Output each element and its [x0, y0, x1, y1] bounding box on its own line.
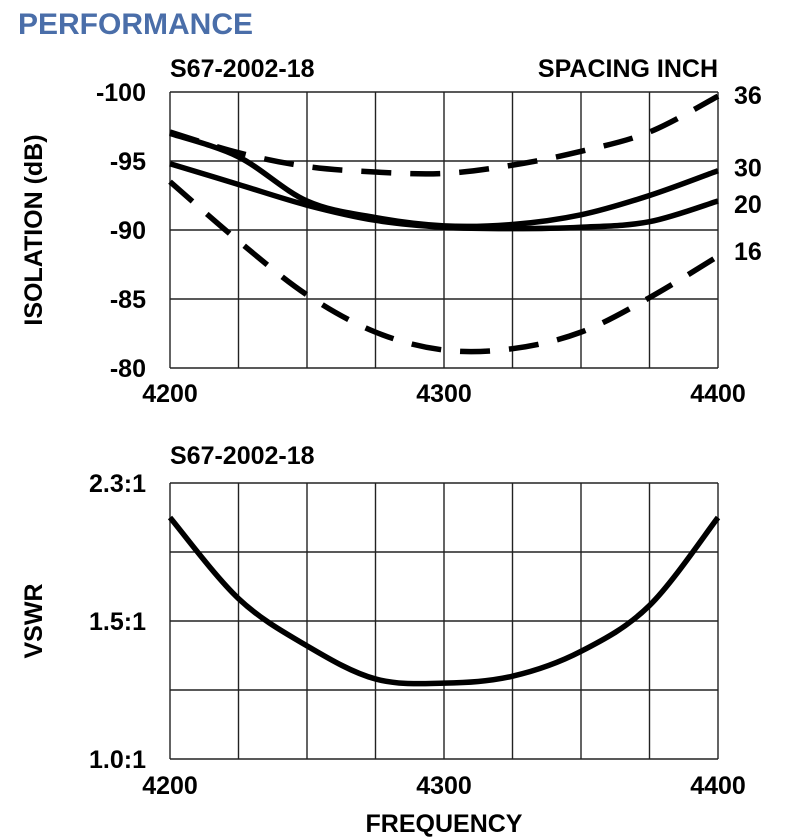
series-label-30: 30 — [734, 155, 762, 183]
x-tick-label: 4200 — [142, 772, 198, 800]
vswr-chart: S67-2002-18 VSWR FREQUENCY 4200 4300 4400 2… — [20, 442, 746, 838]
vswr-subtitle: S67-2002-18 — [170, 442, 315, 470]
page-title: PERFORMANCE — [18, 8, 253, 41]
y-tick-label: -95 — [110, 148, 146, 176]
isolation-subtitle: S67-2002-18 — [170, 55, 315, 83]
y-tick-label: 1.5:1 — [89, 608, 146, 636]
isolation-y-axis-label: ISOLATION (dB) — [20, 134, 48, 325]
series-line-20 — [169, 161, 719, 232]
vswr-x-axis-label: FREQUENCY — [366, 810, 523, 838]
legend-title: SPACING INCH — [538, 55, 718, 83]
series-line-16 — [168, 179, 720, 355]
x-tick-label: 4200 — [142, 380, 198, 408]
series-line — [167, 515, 721, 687]
x-tick-label: 4400 — [690, 380, 746, 408]
y-tick-label: -85 — [110, 286, 146, 314]
x-tick-label: 4400 — [690, 772, 746, 800]
series-label-20: 20 — [734, 191, 762, 219]
y-tick-label: 2.3:1 — [89, 470, 146, 498]
isolation-chart: S67-2002-18 SPACING INCH ISOLATION (dB) … — [20, 55, 762, 408]
x-tick-label: 4300 — [416, 772, 472, 800]
y-tick-label: -80 — [110, 355, 146, 383]
vswr-y-axis-label: VSWR — [20, 584, 48, 659]
x-tick-label: 4300 — [416, 380, 472, 408]
series-label-16: 16 — [734, 238, 762, 266]
y-tick-label: -100 — [96, 79, 146, 107]
series-line-36 — [169, 93, 720, 177]
y-tick-label: 1.0:1 — [89, 746, 146, 774]
series-label-36: 36 — [734, 82, 762, 110]
y-tick-label: -90 — [110, 217, 146, 245]
